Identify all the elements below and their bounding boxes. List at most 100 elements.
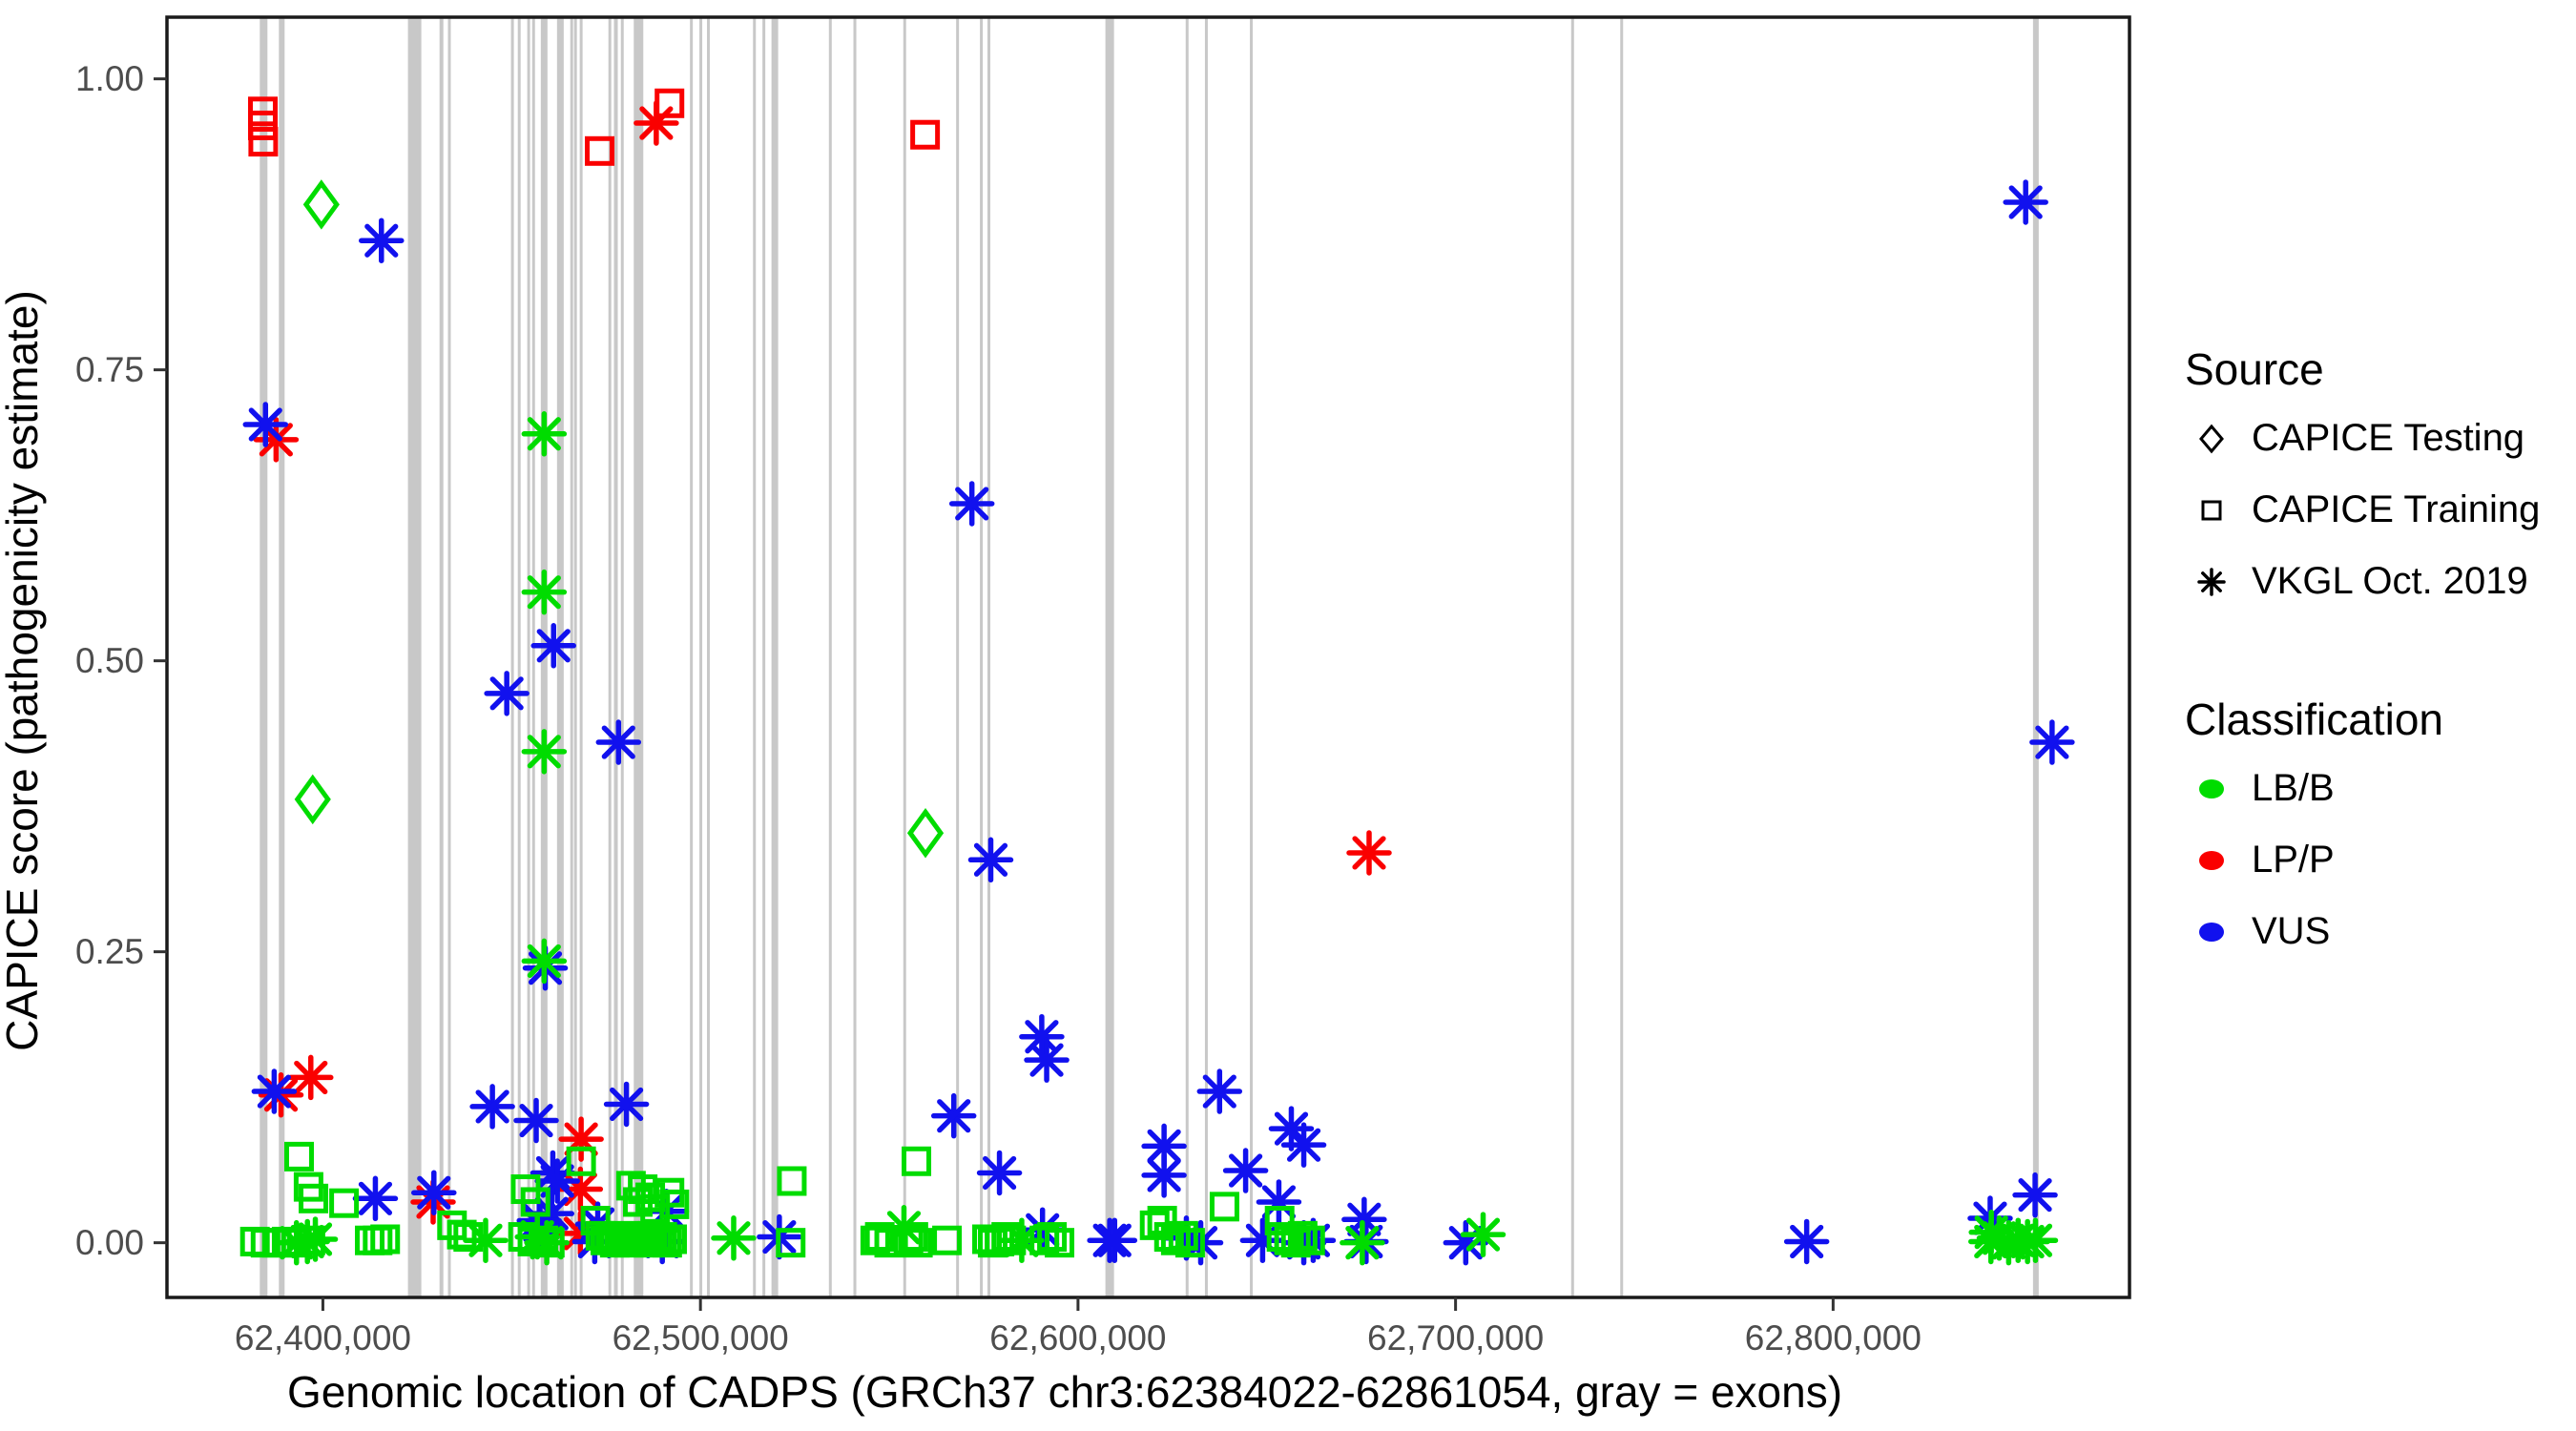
data-point	[521, 569, 568, 615]
data-point	[363, 1225, 393, 1255]
exon-bar	[690, 17, 694, 1297]
data-point	[242, 402, 289, 447]
data-point	[1264, 1205, 1295, 1235]
exon-bar	[762, 17, 766, 1297]
green-dot-icon	[2185, 762, 2238, 816]
legend-label-vus: VUS	[2252, 910, 2331, 952]
data-point	[484, 671, 530, 716]
legend-label-vkgl: VKGL Oct. 2019	[2252, 560, 2528, 602]
legend-item-capice-training: CAPICE Training	[2185, 474, 2566, 546]
legend-label-lbb: LB/B	[2252, 767, 2335, 809]
x-tick-label: 62,800,000	[1744, 1318, 1922, 1358]
data-point	[903, 1228, 933, 1258]
exon-bar	[634, 17, 644, 1297]
data-point	[248, 110, 279, 140]
data-point	[248, 127, 279, 157]
data-point	[1045, 1228, 1075, 1258]
exon-bar	[1185, 17, 1189, 1297]
data-point	[1141, 1123, 1187, 1170]
data-point	[294, 774, 331, 825]
data-point	[906, 807, 945, 859]
data-point	[1029, 1225, 1060, 1255]
data-point	[967, 837, 1014, 883]
data-point	[1346, 830, 1392, 876]
data-point	[1783, 1218, 1830, 1265]
exon-bar	[1250, 17, 1254, 1297]
legend-label-lpp: LP/P	[2252, 839, 2335, 881]
data-point	[711, 1215, 757, 1261]
data-point	[521, 729, 568, 775]
legend-item-capice-testing: CAPICE Testing	[2185, 403, 2566, 474]
data-point	[1168, 1220, 1198, 1251]
x-tick-label: 62,700,000	[1367, 1318, 1545, 1358]
data-point	[1141, 1152, 1187, 1198]
data-point	[251, 1068, 298, 1114]
data-point	[299, 1183, 329, 1213]
data-point	[656, 1224, 687, 1255]
data-point	[652, 1228, 682, 1258]
exon-bar	[1570, 17, 1574, 1297]
data-point	[1209, 1192, 1239, 1222]
legend-label-capice-testing: CAPICE Testing	[2252, 417, 2525, 459]
x-tick-label: 62,600,000	[989, 1318, 1167, 1358]
data-point	[2029, 719, 2075, 765]
exon-bar	[510, 17, 514, 1297]
data-point	[302, 179, 340, 230]
exon-bar	[620, 17, 624, 1297]
data-point	[996, 1225, 1027, 1255]
legend-item-vkgl: VKGL Oct. 2019	[2185, 546, 2566, 617]
data-point	[1037, 1222, 1068, 1253]
data-point	[288, 1054, 334, 1101]
exon-bar	[706, 17, 710, 1297]
data-point	[355, 1225, 385, 1255]
data-point	[1024, 1037, 1070, 1083]
legend-label-capice-training: CAPICE Training	[2252, 488, 2541, 530]
exon-bar	[260, 17, 268, 1297]
exon-bar	[1105, 17, 1114, 1297]
data-point	[932, 1225, 963, 1255]
exon-bar	[527, 17, 530, 1297]
legend: Source CAPICE Testing CAPICE Training VK…	[2185, 343, 2566, 967]
legend-item-vus: VUS	[2185, 896, 2566, 967]
data-point	[1222, 1148, 1269, 1193]
data-point	[411, 1170, 457, 1215]
exon-bar	[987, 17, 991, 1297]
data-point	[295, 1225, 325, 1255]
exon-bar	[279, 17, 285, 1297]
y-tick-label: 1.00	[74, 58, 144, 98]
data-point	[634, 100, 679, 146]
data-point	[898, 1222, 928, 1253]
data-point	[1196, 1068, 1243, 1114]
square-icon	[2185, 484, 2238, 537]
data-point	[520, 1187, 551, 1217]
data-point	[352, 1175, 399, 1222]
diamond-icon	[2185, 412, 2238, 466]
legend-source-group: Source CAPICE Testing CAPICE Training VK…	[2185, 343, 2566, 617]
data-point	[1280, 1122, 1327, 1168]
exon-bar	[579, 17, 583, 1297]
exon-bar	[573, 17, 577, 1297]
exon-bar	[1204, 17, 1208, 1297]
data-point	[585, 135, 615, 166]
exon-bar	[517, 17, 521, 1297]
data-point	[976, 1150, 1023, 1196]
x-tick-label: 62,500,000	[612, 1318, 789, 1358]
y-tick-label: 0.00	[74, 1222, 144, 1262]
exon-bar	[828, 17, 832, 1297]
data-point	[603, 1081, 650, 1128]
data-point	[469, 1084, 515, 1130]
red-dot-icon	[2185, 834, 2238, 887]
data-point	[659, 1189, 690, 1219]
data-point	[864, 1222, 895, 1253]
data-point	[513, 1097, 559, 1144]
panel-border	[165, 15, 2131, 1299]
y-tick-label: 0.50	[74, 640, 144, 680]
data-point	[902, 1146, 932, 1176]
data-point	[329, 1188, 360, 1218]
y-tick-label: 0.75	[74, 349, 144, 389]
data-point	[1091, 1217, 1138, 1263]
exon-bar	[1620, 17, 1624, 1297]
exon-bar	[2032, 17, 2039, 1297]
